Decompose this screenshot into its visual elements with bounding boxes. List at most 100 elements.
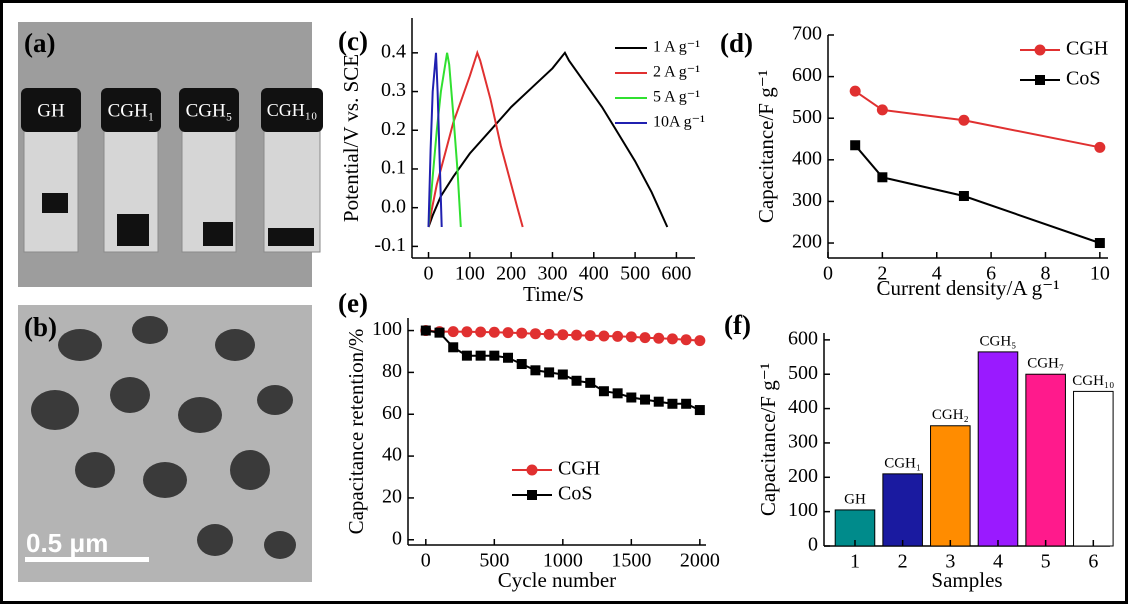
particles — [31, 316, 296, 559]
x-tick-label: 3 — [945, 551, 955, 573]
marker — [1035, 75, 1045, 85]
marker — [584, 330, 596, 342]
particle — [58, 329, 102, 361]
y-tick-label: 700 — [792, 23, 822, 45]
panel-label: (a) — [24, 28, 55, 58]
y-tick-label: 500 — [792, 106, 822, 128]
particle — [230, 450, 270, 490]
x-tick-label: 8 — [1040, 263, 1050, 285]
marker — [529, 328, 541, 340]
y-tick-label: 500 — [788, 362, 818, 384]
line — [854, 144, 1101, 244]
panel-label: (d) — [720, 28, 753, 58]
y-axis-title: Capacitance/F g⁻¹ — [754, 70, 778, 223]
legend-label: 10A g⁻¹ — [653, 114, 705, 131]
scale-bar — [25, 557, 149, 562]
x-axis-title: Samples — [931, 568, 1002, 592]
vial-cap — [261, 88, 323, 132]
x-tick-label: 10 — [1090, 263, 1110, 285]
marker — [1034, 44, 1046, 56]
vial — [21, 88, 81, 253]
bar-label: GH — [844, 491, 866, 507]
bar-label: CGH₅ — [980, 333, 1017, 349]
particle — [110, 377, 150, 413]
sample — [268, 228, 314, 246]
x-tick-label: 1 — [850, 551, 860, 573]
marker — [958, 114, 970, 126]
y-tick-label: 60 — [382, 402, 402, 424]
marker — [694, 335, 706, 347]
x-tick-label: 6 — [986, 263, 996, 285]
marker — [598, 386, 609, 397]
bar — [882, 473, 923, 547]
x-tick-label: 1000 — [543, 550, 583, 572]
marker — [850, 140, 861, 151]
marker — [681, 398, 692, 409]
x-tick-label: 4 — [932, 263, 942, 285]
marker — [420, 325, 431, 336]
marker — [694, 405, 705, 416]
marker — [544, 367, 555, 378]
marker — [434, 327, 445, 338]
marker — [488, 326, 500, 338]
marker — [876, 104, 888, 116]
bar — [1073, 390, 1114, 547]
marker — [543, 328, 555, 340]
y-tick-label: 300 — [792, 189, 822, 211]
particle — [75, 452, 115, 488]
x-tick-label: 0 — [424, 263, 434, 285]
marker — [653, 396, 664, 407]
legend-label: CoS — [1066, 68, 1100, 90]
panel-label: (c) — [338, 26, 368, 56]
y-tick-label: 80 — [382, 360, 402, 382]
marker — [516, 327, 528, 339]
marker — [571, 375, 582, 386]
particle — [197, 524, 233, 556]
y-tick-label: -0.1 — [374, 234, 406, 256]
x-tick-label: 6 — [1088, 551, 1098, 573]
marker — [612, 388, 623, 399]
marker — [557, 369, 568, 380]
bar-label: CGH₇ — [1027, 356, 1064, 372]
x-tick-label: 2 — [898, 551, 908, 573]
particle — [31, 390, 79, 430]
marker — [461, 350, 472, 361]
particle — [215, 329, 255, 361]
marker — [530, 365, 541, 376]
legend-label: 2 A g⁻¹ — [653, 64, 700, 81]
sample — [203, 222, 233, 246]
particle — [257, 385, 293, 415]
marker — [958, 191, 969, 202]
marker — [598, 330, 610, 342]
y-tick-label: 600 — [788, 327, 818, 349]
vial-body — [23, 129, 79, 253]
particle — [264, 531, 296, 559]
marker — [475, 350, 486, 361]
marker — [639, 332, 651, 344]
marker — [502, 327, 514, 339]
y-tick-label: 400 — [792, 147, 822, 169]
x-tick-label: 0 — [421, 550, 431, 572]
marker — [849, 85, 861, 97]
marker — [680, 334, 692, 346]
x-tick-label: 2000 — [680, 550, 720, 572]
vial-cap — [21, 88, 81, 132]
marker — [667, 398, 678, 409]
bar-label: CGH₂ — [932, 407, 969, 423]
line — [427, 52, 462, 228]
y-axis-title: Capacitance retention/% — [344, 329, 368, 535]
y-tick-label: 0.2 — [381, 118, 406, 140]
y-tick-label: 400 — [788, 396, 818, 418]
x-tick-label: 200 — [496, 263, 526, 285]
scale-bar-label: 0.5 μm — [26, 528, 108, 558]
y-tick-label: 0.4 — [381, 40, 406, 62]
x-tick-label: 500 — [620, 263, 650, 285]
legend-label: 5 A g⁻¹ — [653, 89, 700, 106]
y-tick-label: 300 — [788, 431, 818, 453]
y-tick-label: 100 — [788, 499, 818, 521]
sample — [42, 193, 68, 213]
bar — [930, 425, 971, 547]
y-axis-title: Capacitance/F g⁻¹ — [756, 363, 780, 516]
y-tick-label: 200 — [792, 231, 822, 253]
